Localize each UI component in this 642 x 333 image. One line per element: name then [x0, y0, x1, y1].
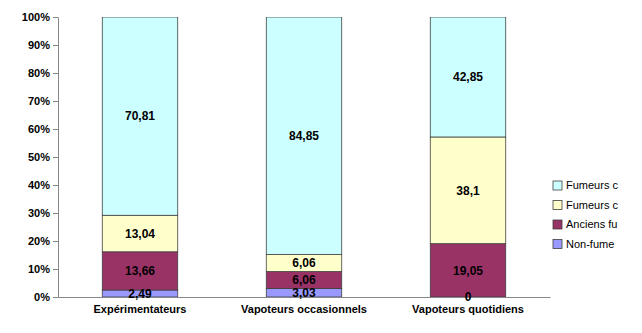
y-tick-mark — [53, 17, 58, 18]
y-tick: 70% — [28, 95, 58, 107]
data-labels: 2,49 3,03 0 13,66 6,06 19,05 13,04 6,06 38,1 70,8… — [125, 70, 483, 304]
data-label: 84,85 — [289, 129, 319, 143]
legend-label: Anciens fu — [566, 218, 617, 230]
y-tick-label: 100% — [22, 11, 50, 23]
y-tick: 90% — [28, 39, 58, 51]
data-label: 13,04 — [125, 227, 155, 241]
bars — [102, 17, 505, 297]
bar-segment — [430, 244, 505, 297]
y-tick-label: 30% — [28, 207, 50, 219]
y-tick-label: 80% — [28, 67, 50, 79]
legend-swatch — [553, 220, 562, 229]
legend-label: Fumeurs c — [566, 179, 618, 191]
bar-segment — [102, 252, 177, 290]
bar-segment — [266, 272, 341, 289]
y-tick-mark — [53, 241, 58, 242]
y-tick-label: 10% — [28, 263, 50, 275]
data-label: 19,05 — [453, 264, 483, 278]
legend-label: Non-fume — [566, 238, 614, 250]
legend-swatch — [553, 201, 562, 210]
y-tick-label: 0% — [34, 291, 50, 303]
data-label: 3,03 — [292, 286, 316, 300]
y-tick-label: 50% — [28, 151, 50, 163]
y-tick: 40% — [28, 179, 58, 191]
data-label: 13,66 — [125, 264, 155, 278]
bar-segment — [266, 255, 341, 272]
data-label: 6,06 — [292, 256, 316, 270]
y-tick-mark — [53, 269, 58, 270]
y-tick-label: 20% — [28, 235, 50, 247]
x-tick-label: Vapoteurs occasionnels — [241, 303, 367, 315]
y-tick: 20% — [28, 235, 58, 247]
y-tick-mark — [53, 129, 58, 130]
y-axis-line — [58, 18, 59, 298]
y-tick: 50% — [28, 151, 58, 163]
bar-segment — [266, 17, 341, 255]
y-tick-label: 60% — [28, 123, 50, 135]
y-tick-mark — [53, 157, 58, 158]
y-tick-mark — [53, 45, 58, 46]
bar-segment — [430, 137, 505, 244]
y-tick: 80% — [28, 67, 58, 79]
y-tick-mark — [53, 213, 58, 214]
y-tick: 100% — [22, 11, 58, 23]
y-axis: 0% 10% 20% 30% 40% 50% 60% 70% 80% 90% 100% — [22, 11, 59, 303]
data-label: 38,1 — [456, 184, 480, 198]
bar-segment — [102, 215, 177, 252]
y-tick: 60% — [28, 123, 58, 135]
y-tick: 30% — [28, 207, 58, 219]
y-tick: 0% — [34, 291, 58, 303]
chart: 0% 10% 20% 30% 40% 50% 60% 70% 80% 90% 100% Expérim… — [0, 0, 642, 333]
y-tick-mark — [53, 185, 58, 186]
legend-swatch — [553, 240, 562, 249]
y-tick-label: 40% — [28, 179, 50, 191]
data-label: 2,49 — [128, 287, 152, 301]
y-tick-mark — [53, 73, 58, 74]
x-tick-label: Vapoteurs quotidiens — [412, 303, 524, 315]
bar-segment — [102, 17, 177, 215]
data-label: 6,06 — [292, 273, 316, 287]
y-tick-label: 90% — [28, 39, 50, 51]
data-label: 42,85 — [453, 70, 483, 84]
x-tick-label: Expérimentateurs — [94, 303, 187, 315]
data-label: 0 — [465, 290, 472, 304]
bar-segment — [430, 17, 505, 137]
legend-swatch — [553, 181, 562, 190]
y-tick-mark — [53, 101, 58, 102]
data-label: 70,81 — [125, 109, 155, 123]
y-tick: 10% — [28, 263, 58, 275]
y-tick-mark — [53, 297, 58, 298]
legend-label: Fumeurs c — [566, 199, 618, 211]
y-tick-label: 70% — [28, 95, 50, 107]
legend: Fumeurs c Fumeurs c Anciens fu Non-fume — [553, 179, 618, 250]
